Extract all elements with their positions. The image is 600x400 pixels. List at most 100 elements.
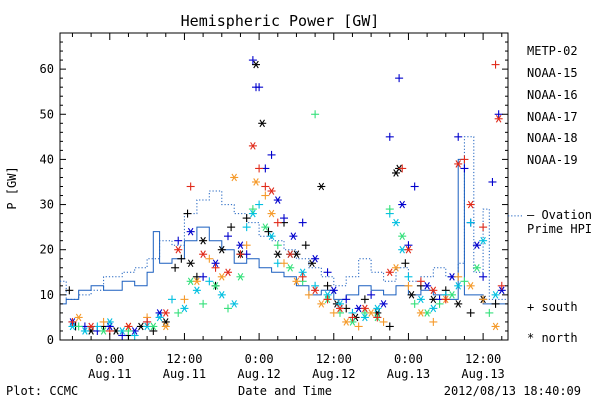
point-noaa-18-north xyxy=(192,277,201,286)
point-metp-02-north xyxy=(454,300,463,308)
point-noaa-16-north xyxy=(360,313,369,322)
legend-entry-noaa-19: NOAA-19 xyxy=(527,153,578,167)
point-metp-02-south xyxy=(301,241,310,250)
legend-ovation-line2: Prime HPI xyxy=(527,222,592,236)
point-noaa-19-north xyxy=(404,245,413,254)
point-noaa-18-south xyxy=(379,317,388,326)
point-noaa-16-south xyxy=(242,223,251,232)
point-metp-02-south xyxy=(360,295,369,304)
legend-entry-noaa-15: NOAA-15 xyxy=(527,66,578,80)
point-noaa-15-north xyxy=(289,232,298,240)
y-tick-label: 40 xyxy=(40,152,54,166)
legend-entry-noaa-16: NOAA-16 xyxy=(527,88,578,102)
point-noaa-19-north xyxy=(87,322,96,331)
point-noaa-17-south xyxy=(199,299,208,308)
point-noaa-15-south xyxy=(494,110,503,119)
point-noaa-15-north xyxy=(423,282,432,290)
point-noaa-17-south xyxy=(385,205,394,214)
point-noaa-16-north xyxy=(491,291,500,299)
point-noaa-16-north xyxy=(80,327,89,335)
chart-title: Hemispheric Power [GW] xyxy=(181,12,380,30)
point-noaa-17-north xyxy=(286,263,295,272)
point-noaa-17-south xyxy=(460,277,469,286)
point-noaa-16-north xyxy=(373,304,382,313)
x-tick-date-label: Aug.12 xyxy=(312,367,355,381)
point-noaa-18-north xyxy=(267,209,276,218)
y-tick-label: 60 xyxy=(40,62,54,76)
point-noaa-19-south xyxy=(255,164,264,173)
plot-credit: Plot: CCMC xyxy=(6,384,78,398)
point-metp-02-south xyxy=(171,263,180,272)
point-noaa-19-south xyxy=(261,182,270,191)
y-tick-label: 10 xyxy=(40,288,54,302)
point-noaa-15-south xyxy=(248,56,257,65)
point-metp-02-south xyxy=(385,322,394,331)
point-noaa-19-north xyxy=(311,286,320,295)
point-metp-02-south xyxy=(183,209,192,218)
point-noaa-19-north xyxy=(161,309,170,317)
point-noaa-15-south xyxy=(174,236,183,245)
legend-south-marker: + south xyxy=(527,300,578,314)
point-noaa-19-north xyxy=(494,114,503,123)
point-noaa-18-north xyxy=(74,313,83,322)
y-tick-label: 20 xyxy=(40,243,54,257)
legend-north-marker: * north xyxy=(527,331,578,345)
point-noaa-19-south xyxy=(323,295,332,304)
point-noaa-18-north xyxy=(230,173,239,182)
point-noaa-19-south xyxy=(211,263,220,272)
point-noaa-19-north xyxy=(360,304,369,313)
point-noaa-18-north xyxy=(367,309,376,317)
x-tick-time-label: 12:00 xyxy=(465,352,501,366)
point-noaa-18-south xyxy=(454,272,463,281)
point-noaa-16-north xyxy=(416,295,425,304)
point-metp-02-north xyxy=(199,236,208,245)
ovation-hpi-lines xyxy=(60,136,522,305)
legend-entry-noaa-18: NOAA-18 xyxy=(527,131,578,145)
point-noaa-16-north xyxy=(429,304,438,313)
point-metp-02-south xyxy=(149,326,158,335)
point-noaa-18-south xyxy=(242,241,251,250)
point-noaa-19-north xyxy=(385,268,394,277)
point-noaa-15-north xyxy=(329,286,338,295)
point-noaa-16-south xyxy=(404,272,413,281)
point-noaa-18-south xyxy=(205,254,214,263)
y-tick-label: 0 xyxy=(47,333,54,347)
point-noaa-15-south xyxy=(488,177,497,186)
point-noaa-17-south xyxy=(224,304,232,313)
point-noaa-18-south xyxy=(99,317,108,326)
point-noaa-19-south xyxy=(186,182,195,191)
point-noaa-19-south xyxy=(68,317,77,326)
point-noaa-16-north xyxy=(155,313,164,322)
point-noaa-18-south xyxy=(354,322,363,331)
point-noaa-17-north xyxy=(261,223,270,231)
point-noaa-16-north xyxy=(192,286,201,295)
x-tick-time-label: 12:00 xyxy=(316,352,352,366)
point-noaa-16-south xyxy=(130,331,139,340)
plot-frame xyxy=(59,32,509,341)
point-noaa-19-south xyxy=(497,281,506,290)
point-metp-02-south xyxy=(264,227,273,236)
point-noaa-19-south xyxy=(491,60,500,69)
point-noaa-19-south xyxy=(373,313,382,322)
point-noaa-15-south xyxy=(410,182,419,191)
point-noaa-18-north xyxy=(217,272,226,281)
point-noaa-18-north xyxy=(161,322,170,331)
point-noaa-15-north xyxy=(186,227,195,236)
legend: METP-02 NOAA-15 NOAA-16 NOAA-17 NOAA-18 … xyxy=(527,44,592,345)
point-metp-02-north xyxy=(317,182,326,191)
point-noaa-19-north xyxy=(199,250,208,259)
point-noaa-15-north xyxy=(273,196,282,204)
point-noaa-15-north xyxy=(379,300,388,308)
point-noaa-19-south xyxy=(460,155,469,164)
point-noaa-16-north xyxy=(230,300,239,308)
point-noaa-19-north xyxy=(124,322,133,331)
point-noaa-15-south xyxy=(323,268,332,277)
point-noaa-18-south xyxy=(429,317,438,326)
point-noaa-17-south xyxy=(435,299,444,308)
point-noaa-15-north xyxy=(497,286,506,295)
point-metp-02-south xyxy=(65,286,74,295)
point-noaa-19-south xyxy=(398,164,407,173)
point-metp-02-north xyxy=(161,318,170,326)
x-axis-label: Date and Time xyxy=(238,384,332,398)
point-metp-02-north xyxy=(217,245,226,254)
